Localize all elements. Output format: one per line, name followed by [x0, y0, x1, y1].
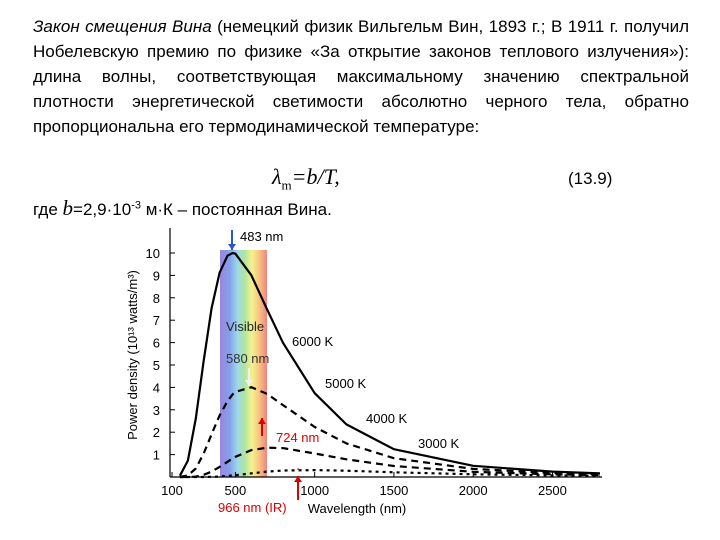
- visible-band: [220, 250, 267, 477]
- x-tick-label: 500: [225, 483, 247, 498]
- annotation: 483 nm: [240, 229, 283, 244]
- arrow-head: [245, 380, 253, 386]
- arrow-head: [294, 476, 302, 482]
- annotation: 966 nm (IR): [218, 500, 287, 515]
- note-prefix: где: [33, 200, 63, 219]
- formula-number: (13.9): [568, 169, 613, 188]
- y-tick-label: 4: [153, 380, 160, 395]
- series-line: [178, 251, 601, 477]
- formula-symbol: λ: [272, 164, 282, 189]
- formula: λm=b/T,: [272, 164, 340, 193]
- x-tick-label: 2500: [538, 483, 567, 498]
- x-tick-label: 1500: [379, 483, 408, 498]
- note-suffix: м·К – постоянная Вина.: [140, 200, 332, 219]
- x-tick-label: 1000: [300, 483, 329, 498]
- y-tick-label: 1: [153, 448, 160, 463]
- y-tick-label: 10: [146, 246, 160, 261]
- x-axis-label: Wavelength (nm): [308, 501, 407, 516]
- note: где b=2,9·10-3 м·К – постоянная Вина.: [33, 196, 332, 221]
- paragraph: Закон смещения Вина (немецкий физик Виль…: [33, 14, 689, 139]
- y-tick-label: 3: [153, 403, 160, 418]
- series-line: [179, 386, 601, 479]
- y-tick-label: 5: [153, 358, 160, 373]
- x-tick-label: 100: [161, 483, 183, 498]
- law-name: Закон смещения Вина: [33, 17, 212, 36]
- series-line: [179, 469, 601, 479]
- note-value: =2,9·10: [73, 200, 132, 219]
- series-label: 3000 K: [418, 436, 460, 451]
- arrow-head: [228, 244, 236, 250]
- annotation: 724 nm: [276, 430, 319, 445]
- formula-subscript: m: [281, 177, 292, 193]
- series-label: 4000 K: [366, 411, 408, 426]
- annotation: 580 nm: [226, 351, 269, 366]
- note-variable: b: [62, 196, 74, 220]
- y-tick-label: 8: [153, 291, 160, 306]
- y-tick-label: 6: [153, 336, 160, 351]
- annotation: Visible: [226, 319, 264, 334]
- note-exponent: -3: [131, 199, 141, 212]
- series-label: 6000 K: [292, 334, 334, 349]
- y-axis-label: Power density (10¹³ watts/m³): [125, 270, 140, 440]
- x-tick-label: 2000: [459, 483, 488, 498]
- y-tick-label: 9: [153, 268, 160, 283]
- y-tick-label: 2: [153, 425, 160, 440]
- formula-rest: =b/T,: [291, 164, 340, 189]
- arrow-head: [258, 418, 266, 424]
- law-text: (немецкий физик Вильгельм Вин, 1893 г.; …: [33, 17, 690, 136]
- y-tick-label: 7: [153, 313, 160, 328]
- series-label: 5000 K: [325, 376, 367, 391]
